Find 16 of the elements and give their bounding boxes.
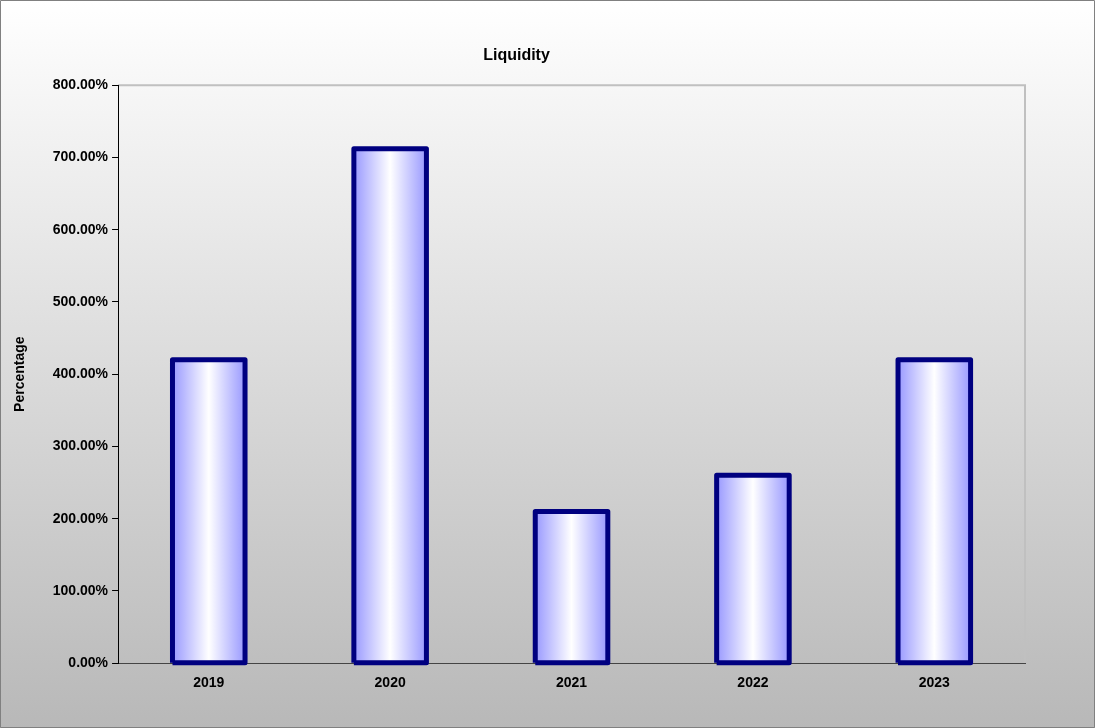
y-tick-label: 800.00%: [52, 76, 109, 93]
y-tick-label: 700.00%: [52, 148, 109, 165]
x-tick-label: 2020: [374, 674, 406, 691]
y-tick-label: 500.00%: [52, 292, 109, 309]
chart-title: Liquidity: [483, 46, 550, 64]
y-axis-title: Percentage: [11, 336, 28, 412]
x-tick-label: 2019: [193, 674, 225, 691]
y-tick-label: 100.00%: [52, 581, 109, 598]
y-tick-label: 600.00%: [52, 220, 109, 237]
x-tick-label: 2023: [918, 674, 951, 691]
x-tick-label: 2021: [555, 674, 588, 691]
y-tick-label: 0.00%: [68, 654, 109, 671]
x-tick-label: 2022: [737, 674, 769, 691]
y-tick-label: 400.00%: [52, 365, 109, 382]
y-tick-label: 200.00%: [52, 509, 109, 526]
y-tick-label: 300.00%: [52, 437, 109, 454]
